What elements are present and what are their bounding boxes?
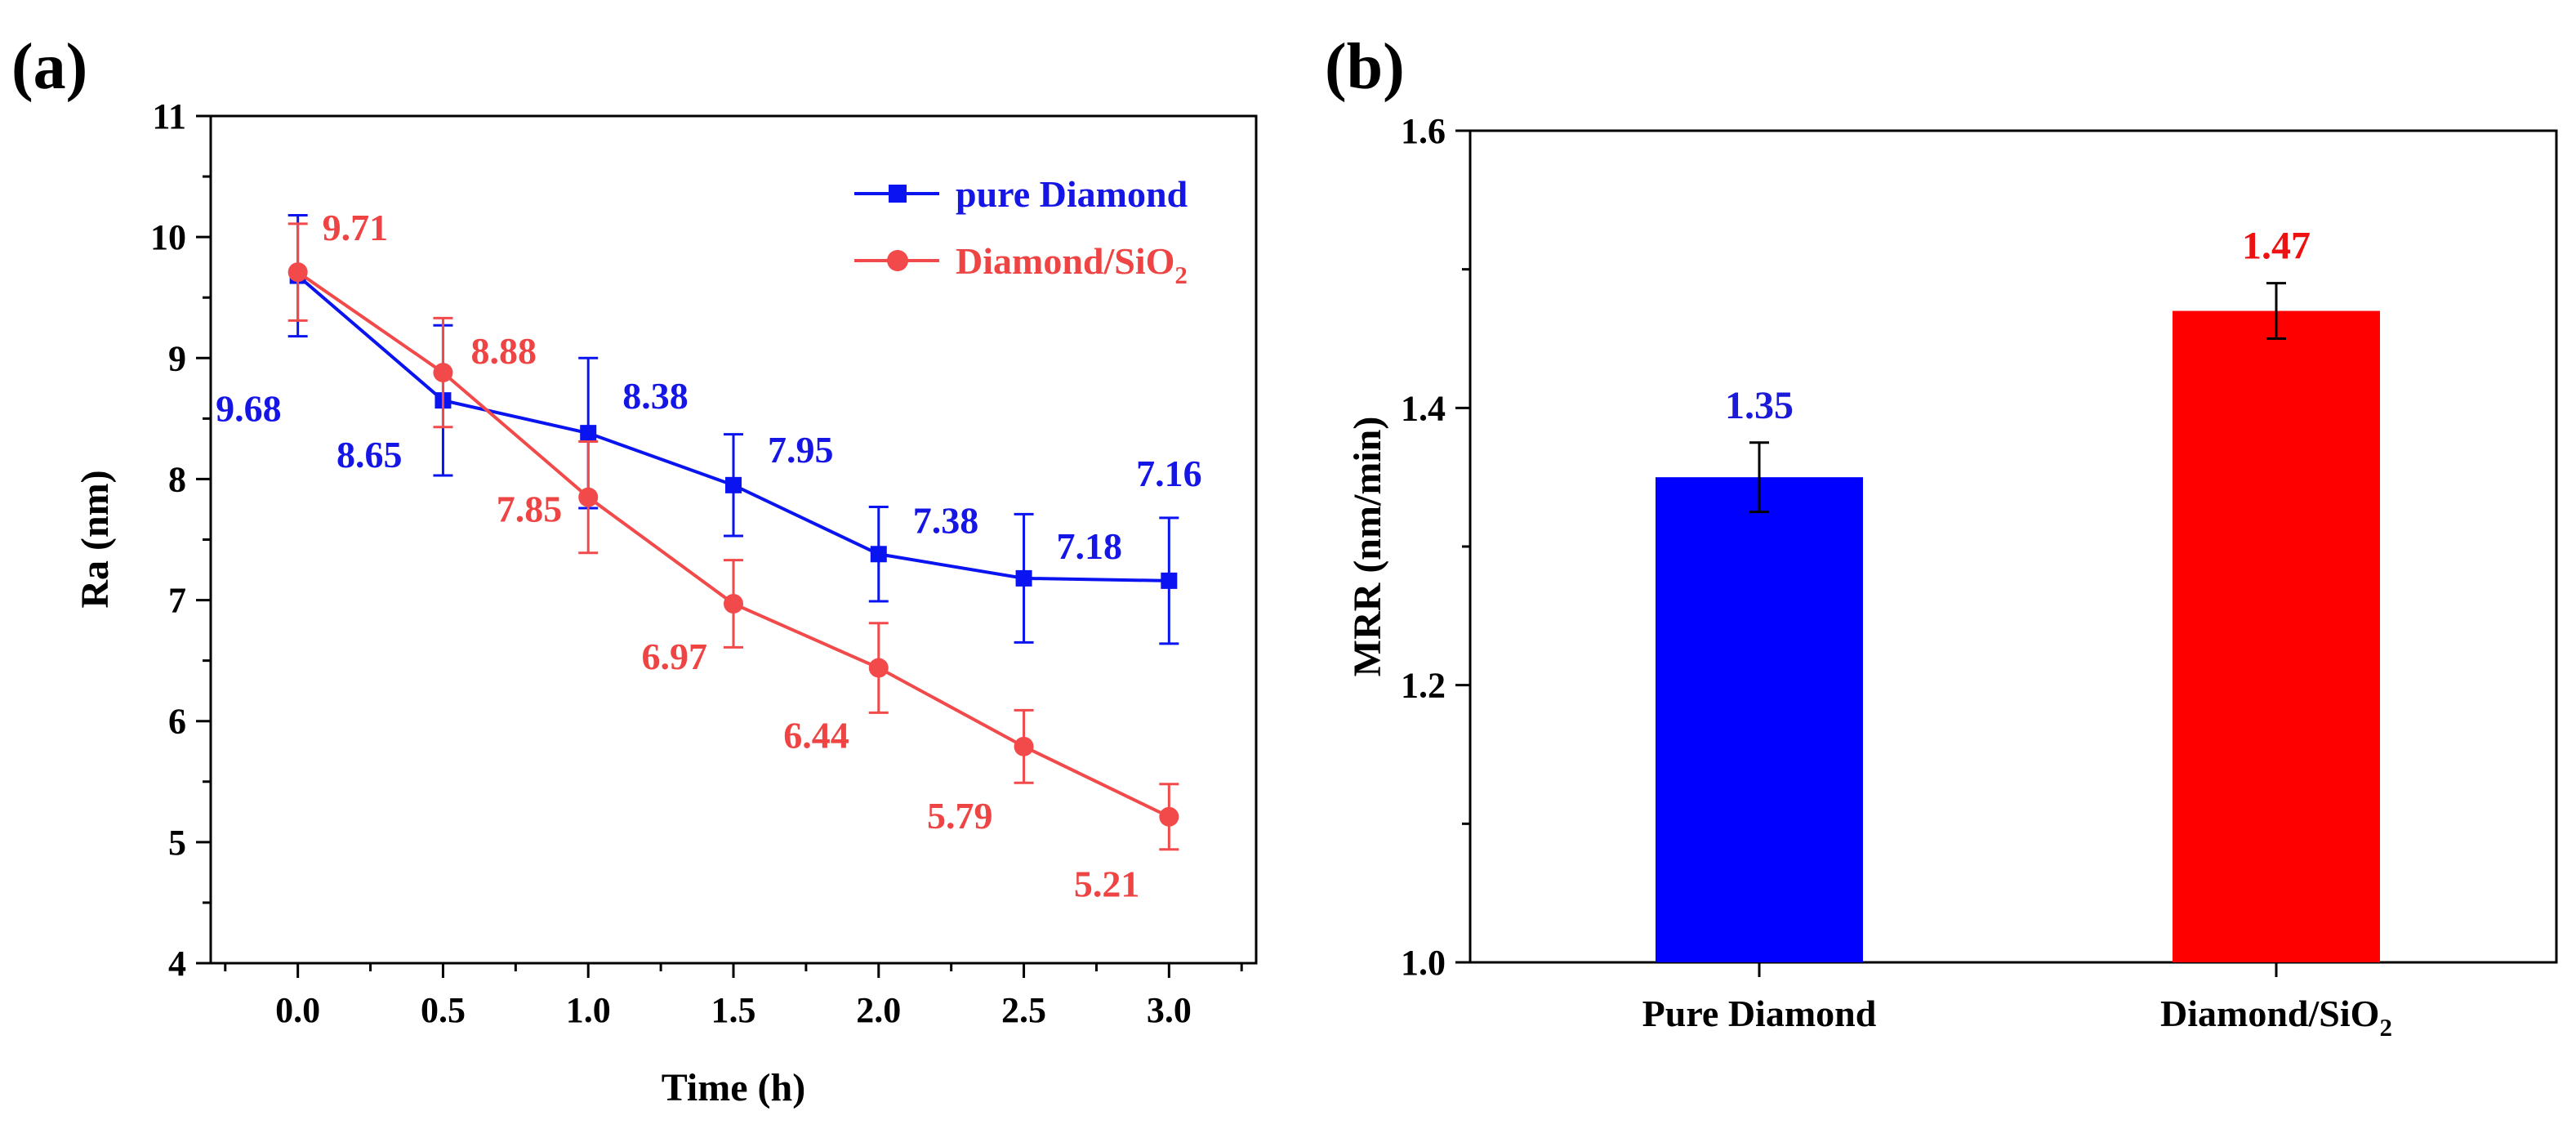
data-label: 9.68	[216, 388, 282, 430]
y-tick-label: 1.0	[1401, 943, 1446, 983]
panel-a-axes: 4 5 6 7 8 9 10 11 0.0 0.5 1.0 1.5 2.0 2.5 3.0	[150, 96, 1243, 1030]
series-pure-diamond: 9.68 8.65 8.38 7.95 7.38 7.18 7.16	[216, 213, 1202, 645]
y-tick-label: 7	[168, 581, 186, 621]
x-tick-label: 0.0	[275, 990, 320, 1030]
data-label: 7.85	[497, 489, 563, 530]
y-tick-label: 10	[150, 217, 186, 257]
panel-b-label: (b)	[1325, 31, 1405, 103]
y-tick-label: 9	[168, 338, 186, 378]
data-label: 7.38	[913, 499, 979, 541]
legend-marker	[887, 250, 908, 271]
data-point-marker	[725, 476, 742, 493]
panel-a-y-axis-title: Ra (nm)	[74, 470, 117, 608]
data-point-marker	[1161, 572, 1178, 589]
data-point-marker	[1014, 736, 1034, 756]
x-category-label: Diamond/SiO2	[2160, 993, 2392, 1042]
data-label: 5.79	[927, 795, 993, 837]
data-point-marker	[1159, 806, 1179, 827]
data-label: 7.95	[768, 429, 834, 471]
data-point-marker	[578, 487, 599, 507]
panel-a-series: 9.68 8.65 8.38 7.95 7.38 7.18 7.16 9.71 8.88 7.85…	[216, 207, 1201, 905]
data-label: 5.21	[1074, 864, 1140, 905]
data-point-marker	[870, 546, 887, 563]
data-label: 1.35	[1725, 384, 1794, 427]
data-label: 8.65	[336, 434, 403, 475]
series-line	[296, 270, 1170, 819]
panel-a-legend: pure Diamond Diamond/SiO2	[854, 173, 1188, 289]
bar-diamond-sio2	[2173, 310, 2380, 963]
data-label: 8.38	[622, 375, 689, 417]
x-tick-label: 1.0	[566, 990, 611, 1030]
y-tick-label: 4	[168, 944, 186, 984]
panel-b-bars: 1.35 1.47	[1656, 225, 2380, 963]
panel-b-y-axis-title: MRR (nm/min)	[1346, 417, 1389, 677]
y-tick-label: 5	[168, 823, 186, 863]
panel-b-bar-chart: (b) 1.0 1.2 1.4 1.6 Pure Diamond Diamond/SiO2…	[1325, 31, 2558, 1042]
y-tick-label: 1.2	[1401, 666, 1446, 706]
data-label: 8.88	[470, 330, 537, 372]
y-tick-label: 1.6	[1401, 111, 1446, 151]
data-point-marker	[433, 363, 453, 383]
y-tick-label: 6	[168, 702, 186, 742]
data-point-marker	[868, 658, 889, 678]
data-point-marker	[724, 594, 743, 614]
panel-a-x-axis-title: Time (h)	[662, 1066, 805, 1109]
x-tick-label: 3.0	[1147, 990, 1192, 1030]
panel-a-label: (a)	[11, 31, 87, 103]
panel-b-axes: 1.0 1.2 1.4 1.6 Pure Diamond Diamond/SiO2	[1401, 111, 2392, 1042]
x-tick-label: 2.5	[1001, 990, 1046, 1030]
x-category-label: Pure Diamond	[1642, 993, 1877, 1034]
bar-pure-diamond	[1656, 477, 1863, 962]
y-tick-label: 11	[152, 96, 186, 136]
data-point-marker	[1015, 569, 1032, 587]
data-point-marker	[287, 262, 308, 283]
y-tick-label: 8	[168, 459, 186, 499]
data-label: 1.47	[2242, 225, 2311, 268]
x-tick-label: 0.5	[421, 990, 466, 1030]
panel-b-plot-frame	[1468, 129, 2558, 964]
series-diamond-sio2: 9.71 8.88 7.85 6.97 6.44 5.79 5.21	[287, 207, 1179, 905]
data-label: 9.71	[323, 207, 389, 248]
data-label: 7.18	[1057, 525, 1123, 567]
x-tick-label: 1.5	[711, 990, 756, 1030]
data-label: 7.16	[1136, 453, 1202, 494]
data-label: 6.44	[783, 715, 849, 756]
y-tick-label: 1.4	[1401, 388, 1446, 428]
data-point-marker	[580, 425, 597, 442]
data-label: 6.97	[642, 636, 708, 677]
panel-a-line-chart: (a) 4 5 6 7 8 9 10 11 0.0 0.5 1.0 1.5 2.0 2.5 3.0 9.68…	[11, 31, 1258, 1109]
legend-label: pure Diamond	[956, 173, 1188, 215]
legend-label: Diamond/SiO2	[956, 240, 1188, 289]
x-tick-label: 2.0	[856, 990, 901, 1030]
legend-marker	[889, 185, 907, 203]
